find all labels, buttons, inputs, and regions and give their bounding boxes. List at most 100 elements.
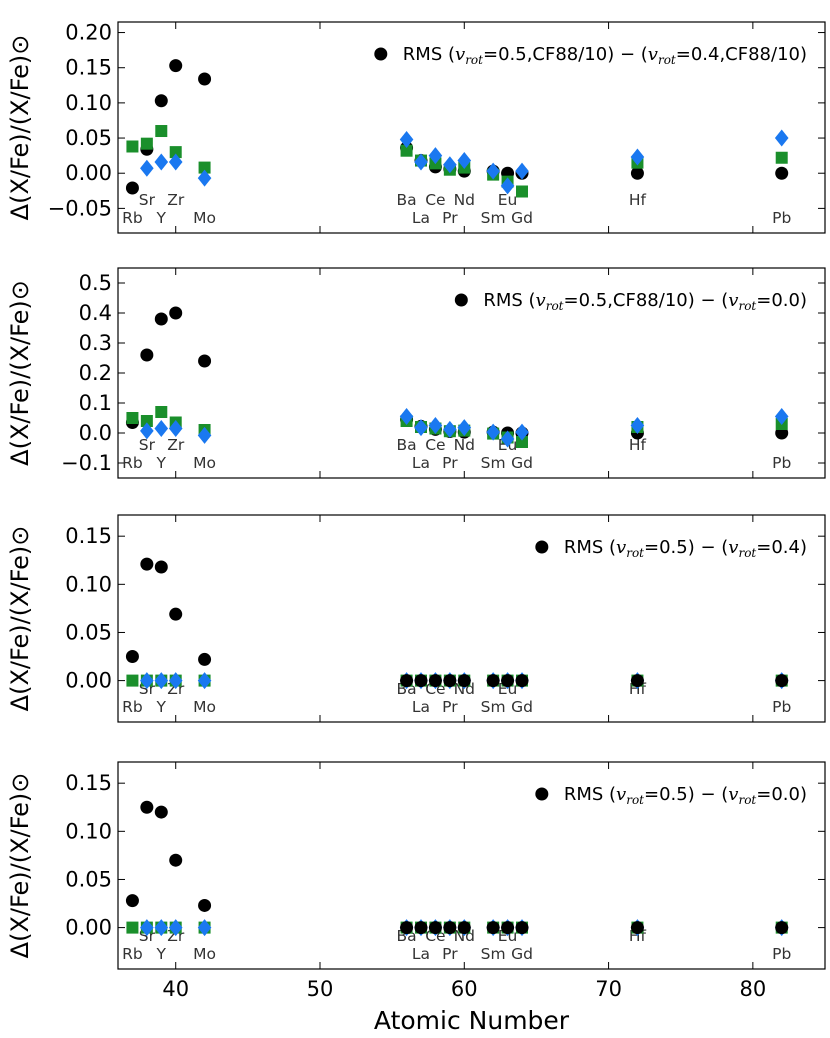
y-tick-label: 0.05 — [65, 867, 112, 891]
element-label-rb: Rb — [122, 454, 143, 472]
point-square — [400, 144, 413, 157]
point-circle — [775, 921, 789, 935]
y-tick-label: 0.15 — [65, 771, 112, 795]
point-circle — [443, 674, 457, 688]
y-axis-label: Δ(X/Fe)/(X/Fe)⊙ — [6, 280, 34, 466]
x-tick-label: 80 — [739, 977, 766, 1001]
element-label-zr: Zr — [167, 436, 185, 454]
point-diamond — [197, 426, 212, 444]
legend-marker-circle — [535, 540, 549, 554]
point-circle — [457, 921, 471, 935]
y-tick-label: 0.20 — [65, 21, 112, 45]
y-axis-label: Δ(X/Fe)/(X/Fe)⊙ — [6, 35, 34, 221]
point-circle — [154, 312, 168, 326]
point-diamond — [168, 153, 183, 171]
y-tick-label: 0.10 — [65, 572, 112, 596]
point-square — [155, 125, 168, 138]
element-label-mo: Mo — [193, 209, 216, 227]
point-diamond — [414, 419, 428, 437]
point-diamond — [140, 672, 154, 690]
element-label-ba: Ba — [397, 191, 417, 209]
element-label-hf: Hf — [629, 191, 647, 209]
legend: RMS (vrot=0.5) − (vrot=0.0) — [535, 784, 807, 807]
point-circle — [428, 674, 442, 688]
y-tick-label: 0.5 — [79, 271, 112, 295]
x-tick-label: 60 — [451, 977, 478, 1001]
element-label-pb: Pb — [772, 945, 791, 963]
legend-marker-circle — [535, 787, 549, 801]
panel-3: 0.000.050.100.15RbSrYZrMoBaLaCePrNdSmEuG… — [6, 514, 826, 723]
element-label-la: La — [412, 454, 430, 472]
y-tick-label: 0.4 — [79, 301, 112, 325]
point-circle — [198, 354, 212, 368]
point-diamond — [443, 420, 457, 438]
element-label-la: La — [412, 945, 430, 963]
element-label-ce: Ce — [425, 191, 445, 209]
point-circle — [125, 650, 139, 664]
point-circle — [457, 674, 471, 688]
point-circle — [140, 348, 154, 362]
panel-frame — [117, 514, 826, 723]
point-diamond — [774, 129, 789, 147]
point-circle — [443, 921, 457, 935]
point-diamond — [414, 153, 428, 171]
element-label-sm: Sm — [481, 698, 506, 716]
x-tick-label: 70 — [595, 977, 622, 1001]
element-label-mo: Mo — [193, 945, 216, 963]
point-circle — [775, 166, 789, 180]
y-tick-label: 0.00 — [65, 669, 112, 693]
point-square — [516, 436, 528, 448]
element-label-zr: Zr — [167, 191, 185, 209]
legend-label: RMS (vrot=0.5) − (vrot=0.4) — [564, 537, 807, 560]
y-tick-label: 0.15 — [65, 56, 112, 80]
point-circle — [140, 800, 154, 814]
point-square — [140, 137, 153, 150]
element-label-pb: Pb — [772, 454, 791, 472]
point-diamond — [168, 919, 183, 937]
legend-label: RMS (vrot=0.5,CF88/10) − (vrot=0.0) — [483, 290, 807, 313]
point-diamond — [154, 919, 169, 937]
element-label-gd: Gd — [511, 209, 533, 227]
element-label-nd: Nd — [454, 191, 475, 209]
legend: RMS (vrot=0.5) − (vrot=0.4) — [535, 537, 807, 560]
point-circle — [400, 921, 414, 935]
element-label-pr: Pr — [442, 454, 458, 472]
point-circle — [125, 894, 139, 908]
point-diamond — [154, 420, 169, 437]
point-diamond — [500, 430, 515, 448]
point-square — [126, 674, 139, 687]
element-label-nd: Nd — [454, 436, 475, 454]
legend-label: RMS (vrot=0.5) − (vrot=0.0) — [564, 784, 807, 807]
y-tick-label: −0.05 — [48, 196, 112, 220]
point-diamond — [399, 408, 414, 425]
y-tick-label: 0.2 — [79, 361, 112, 385]
point-circle — [198, 652, 212, 666]
point-diamond — [774, 408, 789, 425]
point-square — [126, 140, 139, 153]
point-diamond — [197, 919, 212, 937]
point-circle — [630, 921, 644, 935]
y-tick-label: −0.1 — [61, 451, 112, 475]
point-square — [140, 415, 153, 427]
element-label-gd: Gd — [511, 454, 533, 472]
element-label-pb: Pb — [772, 698, 791, 716]
point-circle — [501, 921, 515, 935]
element-label-la: La — [412, 209, 430, 227]
element-label-pb: Pb — [772, 209, 791, 227]
point-square — [775, 151, 788, 164]
point-circle — [125, 181, 139, 195]
legend: RMS (vrot=0.5,CF88/10) − (vrot=0.0) — [454, 290, 807, 313]
point-diamond — [457, 419, 472, 437]
element-label-mo: Mo — [193, 698, 216, 716]
point-diamond — [140, 422, 154, 440]
element-label-sm: Sm — [481, 945, 506, 963]
point-circle — [515, 674, 529, 688]
element-label-pr: Pr — [442, 698, 458, 716]
y-tick-label: 0.05 — [65, 126, 112, 150]
element-label-sr: Sr — [139, 436, 156, 454]
y-tick-label: 0.05 — [65, 620, 112, 644]
point-diamond — [140, 919, 154, 937]
y-tick-label: 0.1 — [79, 391, 112, 415]
